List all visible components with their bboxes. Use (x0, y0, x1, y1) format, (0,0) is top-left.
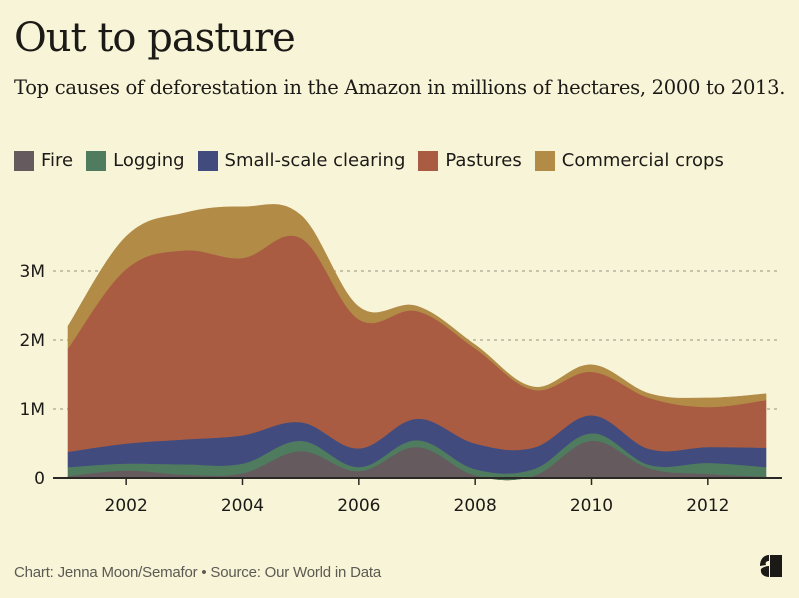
legend-item-small-scale-clearing: Small-scale clearing (197, 150, 406, 171)
x-tick-label: 2010 (570, 496, 613, 516)
legend-swatch-commercial-crops (534, 150, 555, 171)
legend: Fire Logging Small-scale clearing Pastur… (14, 150, 737, 171)
y-tick-label: 0 (34, 469, 45, 489)
legend-swatch-small-scale-clearing (197, 150, 218, 171)
x-tick-label: 2012 (686, 496, 729, 516)
x-tick-label: 2004 (221, 496, 264, 516)
legend-label-fire: Fire (41, 150, 74, 171)
source-credit: Chart: Jenna Moon/Semafor • Source: Our … (14, 564, 382, 581)
legend-item-logging: Logging (86, 150, 185, 171)
legend-swatch-logging (86, 150, 107, 171)
legend-item-commercial-crops: Commercial crops (534, 150, 724, 171)
legend-item-pastures: Pastures (418, 150, 522, 171)
area-commercial-crops (67, 204, 767, 408)
legend-swatch-pastures (418, 150, 439, 171)
legend-swatch-fire (14, 150, 34, 171)
axes: 0 1M 2M 3M 2002 2004 2006 2008 2010 2012 (20, 262, 782, 516)
chart-title: Out to pasture (14, 15, 296, 61)
area-layer (67, 204, 767, 481)
x-tick-label: 2008 (454, 496, 497, 516)
legend-label-small-scale-clearing: Small-scale clearing (224, 150, 406, 171)
stacked-area-chart: 0 1M 2M 3M 2002 2004 2006 2008 2010 2012 (20, 204, 782, 516)
legend-label-commercial-crops: Commercial crops (561, 150, 724, 171)
semafor-logo-icon (760, 555, 782, 577)
legend-item-fire: Fire (14, 150, 73, 171)
legend-label-logging: Logging (113, 150, 185, 171)
x-tick-label: 2002 (105, 496, 148, 516)
y-tick-label: 2M (20, 331, 45, 351)
x-tick-label: 2006 (337, 496, 380, 516)
chart-subtitle: Top causes of deforestation in the Amazo… (14, 76, 786, 99)
y-tick-label: 3M (20, 262, 45, 282)
legend-label-pastures: Pastures (445, 150, 522, 171)
y-tick-label: 1M (20, 400, 45, 420)
